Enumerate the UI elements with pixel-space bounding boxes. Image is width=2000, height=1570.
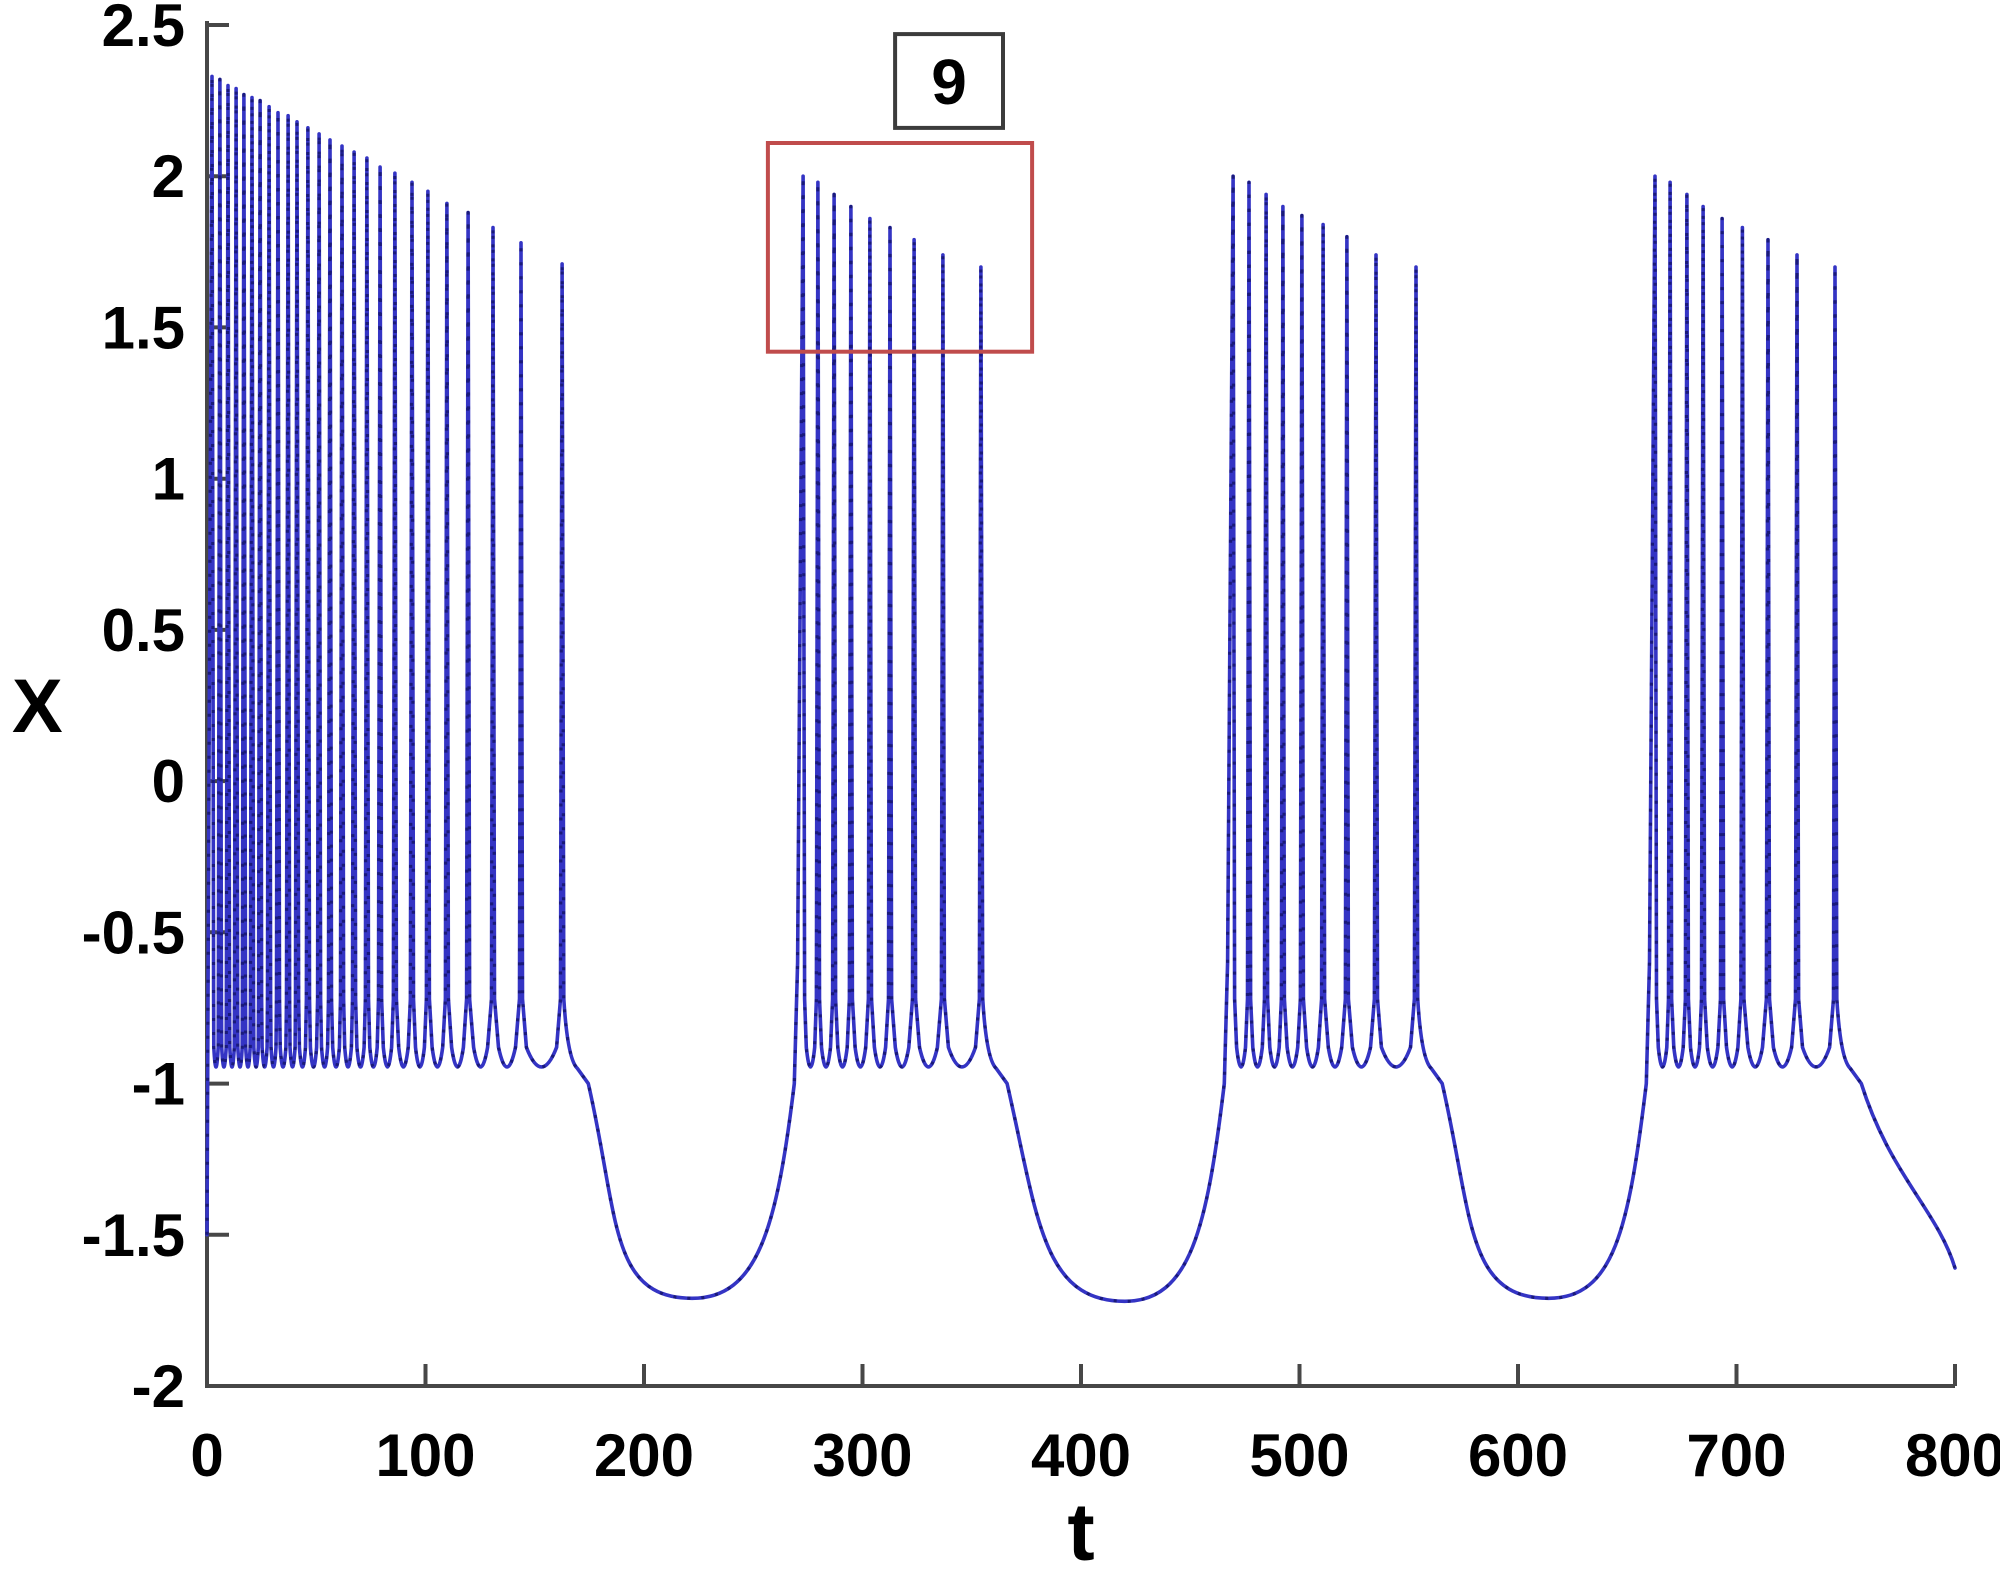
highlight-region-box xyxy=(765,141,1035,354)
x-tick-label: 200 xyxy=(594,1422,694,1489)
signal-trace-speckle xyxy=(205,74,1957,1303)
x-tick-label: 700 xyxy=(1686,1422,1786,1489)
y-tick-label: 1 xyxy=(152,446,185,513)
annotation-label-box xyxy=(893,32,1005,130)
y-tick-label: -1 xyxy=(132,1051,185,1118)
y-tick-label: 0 xyxy=(152,748,185,815)
x-tick-label: 400 xyxy=(1031,1422,1131,1489)
x-tick-label: 800 xyxy=(1905,1422,2000,1489)
annotation-label-text: 9 xyxy=(931,46,967,118)
y-tick-label: 1.5 xyxy=(102,294,185,361)
x-tick-label: 500 xyxy=(1249,1422,1349,1489)
y-tick-label: 2 xyxy=(152,143,185,210)
y-tick-label: 0.5 xyxy=(102,597,185,664)
x-tick-label: 100 xyxy=(375,1422,475,1489)
x-axis-label: t xyxy=(1067,1487,1094,1570)
y-axis-label: X xyxy=(12,664,63,749)
x-tick-label: 0 xyxy=(190,1422,223,1489)
y-tick-label: -2 xyxy=(132,1353,185,1420)
x-tick-label: 300 xyxy=(812,1422,912,1489)
x-tick-label: 600 xyxy=(1468,1422,1568,1489)
y-tick-label: 2.5 xyxy=(102,0,185,59)
y-tick-label: -0.5 xyxy=(82,899,185,966)
y-tick-label: -1.5 xyxy=(82,1202,185,1269)
